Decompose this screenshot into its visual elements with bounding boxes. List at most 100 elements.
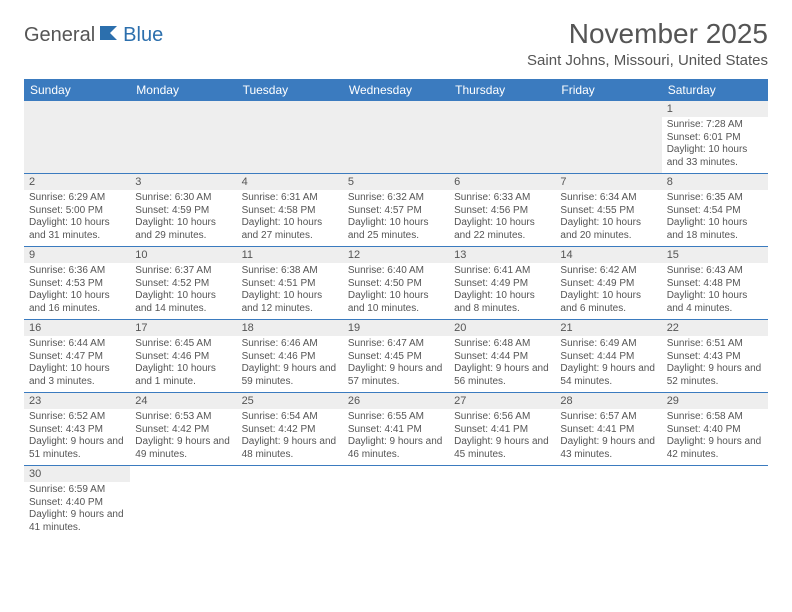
calendar-day-cell: 30Sunrise: 6:59 AMSunset: 4:40 PMDayligh… bbox=[24, 466, 130, 539]
day-number: 6 bbox=[449, 174, 555, 190]
calendar-day-cell: 18Sunrise: 6:46 AMSunset: 4:46 PMDayligh… bbox=[237, 320, 343, 393]
sunrise-text: Sunrise: 6:29 AM bbox=[29, 192, 125, 205]
day-number: 14 bbox=[555, 247, 661, 263]
sunrise-text: Sunrise: 6:49 AM bbox=[560, 338, 656, 351]
day-body: Sunrise: 6:53 AMSunset: 4:42 PMDaylight:… bbox=[130, 409, 236, 465]
sunset-text: Sunset: 4:46 PM bbox=[135, 351, 231, 364]
day-body: Sunrise: 6:43 AMSunset: 4:48 PMDaylight:… bbox=[662, 263, 768, 319]
daylight-text: Daylight: 10 hours and 20 minutes. bbox=[560, 217, 656, 242]
month-title: November 2025 bbox=[527, 18, 768, 50]
sunrise-text: Sunrise: 7:28 AM bbox=[667, 119, 763, 132]
calendar-day-cell: 13Sunrise: 6:41 AMSunset: 4:49 PMDayligh… bbox=[449, 247, 555, 320]
logo: General Blue bbox=[24, 24, 163, 47]
calendar-day-cell: 26Sunrise: 6:55 AMSunset: 4:41 PMDayligh… bbox=[343, 393, 449, 466]
sunrise-text: Sunrise: 6:54 AM bbox=[242, 411, 338, 424]
day-body: Sunrise: 6:38 AMSunset: 4:51 PMDaylight:… bbox=[237, 263, 343, 319]
day-body: Sunrise: 6:56 AMSunset: 4:41 PMDaylight:… bbox=[449, 409, 555, 465]
calendar-day-cell bbox=[130, 101, 236, 174]
day-body: Sunrise: 6:29 AMSunset: 5:00 PMDaylight:… bbox=[24, 190, 130, 246]
day-number: 2 bbox=[24, 174, 130, 190]
sunrise-text: Sunrise: 6:30 AM bbox=[135, 192, 231, 205]
sunset-text: Sunset: 4:56 PM bbox=[454, 205, 550, 218]
day-number: 3 bbox=[130, 174, 236, 190]
sunrise-text: Sunrise: 6:53 AM bbox=[135, 411, 231, 424]
daylight-text: Daylight: 9 hours and 42 minutes. bbox=[667, 436, 763, 461]
day-body: Sunrise: 6:40 AMSunset: 4:50 PMDaylight:… bbox=[343, 263, 449, 319]
calendar-day-cell: 27Sunrise: 6:56 AMSunset: 4:41 PMDayligh… bbox=[449, 393, 555, 466]
calendar-day-cell: 19Sunrise: 6:47 AMSunset: 4:45 PMDayligh… bbox=[343, 320, 449, 393]
sunset-text: Sunset: 4:50 PM bbox=[348, 278, 444, 291]
calendar-day-cell bbox=[237, 101, 343, 174]
sunrise-text: Sunrise: 6:55 AM bbox=[348, 411, 444, 424]
sunrise-text: Sunrise: 6:42 AM bbox=[560, 265, 656, 278]
sunrise-text: Sunrise: 6:52 AM bbox=[29, 411, 125, 424]
calendar-day-cell: 1Sunrise: 7:28 AMSunset: 6:01 PMDaylight… bbox=[662, 101, 768, 174]
day-header-row: SundayMondayTuesdayWednesdayThursdayFrid… bbox=[24, 79, 768, 101]
sunrise-text: Sunrise: 6:43 AM bbox=[667, 265, 763, 278]
calendar-day-cell bbox=[449, 466, 555, 539]
day-number: 13 bbox=[449, 247, 555, 263]
day-number: 21 bbox=[555, 320, 661, 336]
day-header: Sunday bbox=[24, 79, 130, 101]
day-body: Sunrise: 6:55 AMSunset: 4:41 PMDaylight:… bbox=[343, 409, 449, 465]
calendar-week-row: 16Sunrise: 6:44 AMSunset: 4:47 PMDayligh… bbox=[24, 320, 768, 393]
day-number: 17 bbox=[130, 320, 236, 336]
daylight-text: Daylight: 9 hours and 41 minutes. bbox=[29, 509, 125, 534]
day-body: Sunrise: 6:59 AMSunset: 4:40 PMDaylight:… bbox=[24, 482, 130, 538]
sunset-text: Sunset: 4:53 PM bbox=[29, 278, 125, 291]
day-body: Sunrise: 6:33 AMSunset: 4:56 PMDaylight:… bbox=[449, 190, 555, 246]
calendar-day-cell: 8Sunrise: 6:35 AMSunset: 4:54 PMDaylight… bbox=[662, 174, 768, 247]
sunrise-text: Sunrise: 6:37 AM bbox=[135, 265, 231, 278]
calendar-day-cell bbox=[449, 101, 555, 174]
day-number: 9 bbox=[24, 247, 130, 263]
sunset-text: Sunset: 4:59 PM bbox=[135, 205, 231, 218]
sunrise-text: Sunrise: 6:48 AM bbox=[454, 338, 550, 351]
day-number: 20 bbox=[449, 320, 555, 336]
calendar-day-cell: 3Sunrise: 6:30 AMSunset: 4:59 PMDaylight… bbox=[130, 174, 236, 247]
daylight-text: Daylight: 10 hours and 33 minutes. bbox=[667, 144, 763, 169]
daylight-text: Daylight: 10 hours and 18 minutes. bbox=[667, 217, 763, 242]
day-body: Sunrise: 6:47 AMSunset: 4:45 PMDaylight:… bbox=[343, 336, 449, 392]
day-number: 11 bbox=[237, 247, 343, 263]
sunset-text: Sunset: 4:57 PM bbox=[348, 205, 444, 218]
day-body: Sunrise: 6:32 AMSunset: 4:57 PMDaylight:… bbox=[343, 190, 449, 246]
day-body: Sunrise: 6:31 AMSunset: 4:58 PMDaylight:… bbox=[237, 190, 343, 246]
day-body: Sunrise: 6:36 AMSunset: 4:53 PMDaylight:… bbox=[24, 263, 130, 319]
calendar-day-cell: 11Sunrise: 6:38 AMSunset: 4:51 PMDayligh… bbox=[237, 247, 343, 320]
calendar-day-cell: 14Sunrise: 6:42 AMSunset: 4:49 PMDayligh… bbox=[555, 247, 661, 320]
daylight-text: Daylight: 10 hours and 1 minute. bbox=[135, 363, 231, 388]
day-body: Sunrise: 6:34 AMSunset: 4:55 PMDaylight:… bbox=[555, 190, 661, 246]
sunset-text: Sunset: 4:48 PM bbox=[667, 278, 763, 291]
sunrise-text: Sunrise: 6:45 AM bbox=[135, 338, 231, 351]
calendar-day-cell: 23Sunrise: 6:52 AMSunset: 4:43 PMDayligh… bbox=[24, 393, 130, 466]
sunset-text: Sunset: 4:41 PM bbox=[454, 424, 550, 437]
daylight-text: Daylight: 9 hours and 59 minutes. bbox=[242, 363, 338, 388]
daylight-text: Daylight: 10 hours and 31 minutes. bbox=[29, 217, 125, 242]
daylight-text: Daylight: 10 hours and 14 minutes. bbox=[135, 290, 231, 315]
sunset-text: Sunset: 4:45 PM bbox=[348, 351, 444, 364]
calendar-week-row: 30Sunrise: 6:59 AMSunset: 4:40 PMDayligh… bbox=[24, 466, 768, 539]
calendar-day-cell: 10Sunrise: 6:37 AMSunset: 4:52 PMDayligh… bbox=[130, 247, 236, 320]
day-number: 25 bbox=[237, 393, 343, 409]
day-body: Sunrise: 7:28 AMSunset: 6:01 PMDaylight:… bbox=[662, 117, 768, 173]
day-number: 24 bbox=[130, 393, 236, 409]
sunset-text: Sunset: 4:51 PM bbox=[242, 278, 338, 291]
day-number: 23 bbox=[24, 393, 130, 409]
day-number: 19 bbox=[343, 320, 449, 336]
day-body: Sunrise: 6:57 AMSunset: 4:41 PMDaylight:… bbox=[555, 409, 661, 465]
daylight-text: Daylight: 9 hours and 49 minutes. bbox=[135, 436, 231, 461]
calendar-day-cell: 7Sunrise: 6:34 AMSunset: 4:55 PMDaylight… bbox=[555, 174, 661, 247]
location-text: Saint Johns, Missouri, United States bbox=[527, 52, 768, 69]
daylight-text: Daylight: 10 hours and 12 minutes. bbox=[242, 290, 338, 315]
sunrise-text: Sunrise: 6:40 AM bbox=[348, 265, 444, 278]
page-header: General Blue November 2025 Saint Johns, … bbox=[24, 18, 768, 69]
sunset-text: Sunset: 4:43 PM bbox=[29, 424, 125, 437]
calendar-week-row: 23 Sunrise: 6:52 AMSunset: 4:43 PM Dayligh… bbox=[24, 393, 768, 466]
sunrise-text: Sunrise: 6:59 AM bbox=[29, 484, 125, 497]
calendar-day-cell bbox=[343, 466, 449, 539]
sunset-text: Sunset: 5:00 PM bbox=[29, 205, 125, 218]
calendar-day-cell: 15Sunrise: 6:43 AMSunset: 4:48 PMDayligh… bbox=[662, 247, 768, 320]
calendar-day-cell: 25Sunrise: 6:54 AMSunset: 4:42 PMDayligh… bbox=[237, 393, 343, 466]
sunrise-text: Sunrise: 6:38 AM bbox=[242, 265, 338, 278]
daylight-text: Daylight: 10 hours and 4 minutes. bbox=[667, 290, 763, 315]
